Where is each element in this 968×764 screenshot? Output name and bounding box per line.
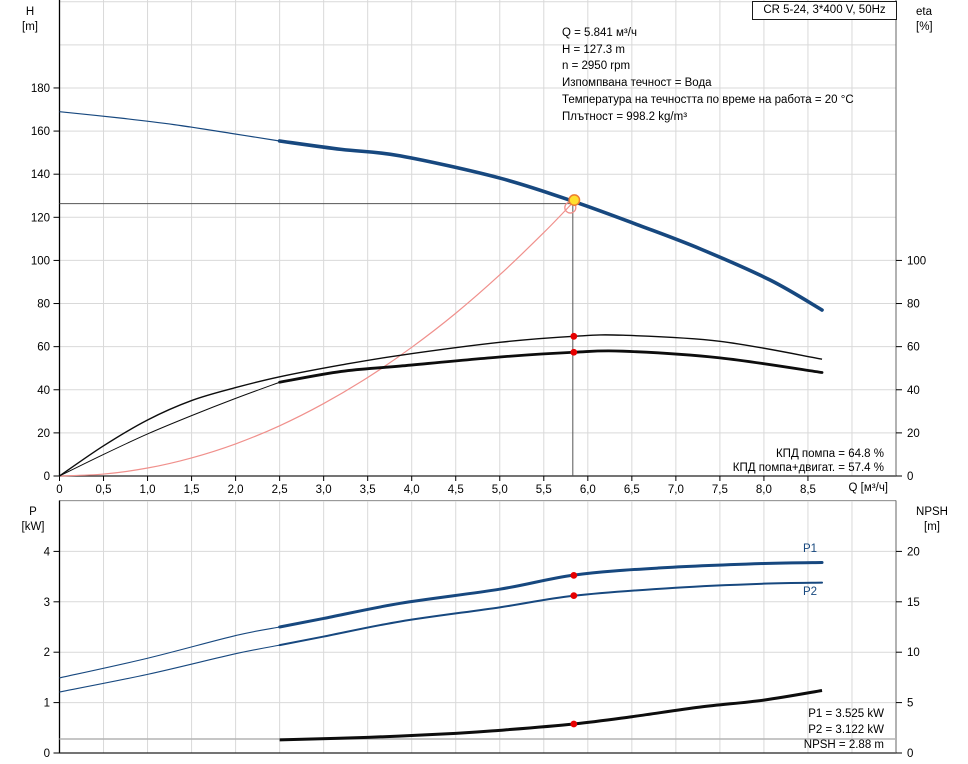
operating-point-line: Q = 5.841 м³/ч	[562, 27, 637, 39]
x-axis-tick-label: 6,5	[624, 484, 640, 496]
right-axis-title-npsh: NPSH [m]	[904, 505, 960, 535]
operating-point-line: H = 127.3 m	[562, 43, 625, 56]
right-axis-title-eta: eta [%]	[916, 5, 956, 35]
right-axis-tick-label: 15	[907, 597, 920, 609]
axis-title-npsh-unit: [m]	[924, 521, 940, 533]
right-axis-tick-label: 60	[907, 342, 920, 354]
p2-curve-thin	[59, 644, 280, 693]
right-axis-tick-label: 0	[907, 748, 913, 760]
operating-point-line: Плътност = 998.2 kg/m³	[562, 110, 688, 123]
operating-point-info: Q = 5.841 м³/ч H = 127.3 m n = 2950 rpm …	[562, 25, 854, 125]
x-axis-tick-label: 1,5	[184, 484, 200, 496]
pump-efficiency-dot	[570, 332, 578, 340]
x-axis-tick-label: 6,0	[580, 484, 596, 496]
left-axis-tick-label: 60	[37, 342, 50, 354]
axis-title-p: P	[29, 506, 37, 518]
p2-dot	[570, 592, 578, 600]
left-axis-tick-label: 80	[37, 299, 50, 311]
left-axis-tick-label: 2	[44, 647, 50, 659]
x-axis-tick-label: 5,5	[536, 484, 552, 496]
left-axis-tick-label: 120	[31, 212, 50, 224]
x-axis-tick-label: 8,5	[800, 484, 816, 496]
p1-value: P1 = 3.525 kW	[808, 708, 884, 720]
npsh-curve	[279, 689, 823, 742]
efficiency-values: КПД помпа = 64.8 % КПД помпа+двигат. = 5…	[733, 447, 884, 475]
p1-dot	[570, 571, 578, 579]
x-axis-tick-label: 7,5	[712, 484, 728, 496]
p1-curve-label: P1	[803, 543, 818, 555]
x-axis-tick-label: 4,5	[448, 484, 464, 496]
x-axis-tick-label: 3,0	[316, 484, 332, 496]
left-axis-title-p: P [kW]	[19, 505, 47, 535]
x-axis-tick-label: 7,0	[668, 484, 684, 496]
x-axis-tick-label: 2,0	[228, 484, 244, 496]
x-axis-tick-label: 0,5	[96, 484, 112, 496]
axis-title-eta-unit: [%]	[916, 21, 933, 33]
operating-point-line: Изпомпвана течност = Вода	[562, 77, 712, 90]
pump-efficiency-curve	[59, 334, 823, 477]
right-axis-tick-label: 5	[907, 698, 913, 710]
pump-motor-efficiency-curve-thin	[59, 381, 280, 477]
npsh-value: NPSH = 2.88 m	[803, 739, 884, 751]
p1-curve-thin	[59, 626, 280, 679]
x-axis-tick-label: 1,0	[140, 484, 156, 496]
right-axis-tick-label: 10	[907, 647, 920, 659]
right-axis-tick-label: 100	[907, 255, 926, 267]
npsh-dot	[570, 720, 578, 728]
left-axis-title-h: H [m]	[16, 5, 44, 35]
head-curve-thin	[59, 111, 280, 142]
axis-title-eta: eta	[916, 6, 932, 18]
left-axis-tick-label: 0	[44, 471, 50, 483]
left-axis-tick-label: 180	[31, 83, 50, 95]
axis-title-h-unit: [m]	[22, 21, 38, 33]
power-npsh-values: P1 = 3.525 kW P2 = 3.122 kW NPSH = 2.88 …	[804, 707, 884, 754]
left-axis-tick-label: 20	[37, 428, 50, 440]
x-axis-tick-label: 8,0	[756, 484, 772, 496]
pump-motor-efficiency-dot	[570, 348, 578, 356]
left-axis-tick-label: 0	[44, 748, 50, 760]
axis-title-npsh: NPSH	[916, 506, 948, 518]
right-axis-tick-label: 20	[907, 428, 920, 440]
left-axis-tick-label: 40	[37, 385, 50, 397]
p2-value: P2 = 3.122 kW	[808, 723, 884, 736]
operating-point-line: Температура на течността по време на раб…	[562, 93, 854, 106]
pump-motor-efficiency-curve	[278, 349, 824, 384]
p2-curve-label: P2	[803, 586, 818, 598]
left-axis-tick-label: 160	[31, 126, 50, 138]
pump-efficiency-value: КПД помпа = 64.8 %	[775, 448, 884, 460]
x-axis-tick-label: 2,5	[272, 484, 288, 496]
left-axis-tick-label: 140	[31, 169, 50, 181]
axis-title-h: H	[25, 6, 35, 18]
x-axis-tick-label: 4,0	[404, 484, 420, 496]
x-axis-title-q: Q [м³/ч]	[848, 482, 888, 494]
operating-point-line: n = 2950 rpm	[562, 60, 631, 73]
p2-curve	[278, 581, 824, 647]
right-axis-tick-label: 80	[907, 299, 920, 311]
left-axis-tick-label: 4	[44, 546, 51, 558]
x-axis-tick-label: 3,5	[360, 484, 376, 496]
pump-model-box[interactable]: CR 5-24, 3*400 V, 50Hz	[752, 1, 897, 20]
pump-motor-efficiency-value: КПД помпа+двигат. = 57.4 %	[732, 462, 884, 474]
right-axis-tick-label: 40	[907, 385, 920, 397]
right-axis-tick-label: 20	[907, 546, 920, 558]
p1-curve	[278, 560, 824, 629]
system-curve	[59, 201, 575, 477]
duty-point-marker[interactable]	[568, 194, 581, 207]
x-axis-tick-label: 5,0	[492, 484, 508, 496]
left-axis-tick-label: 100	[31, 255, 50, 267]
axis-title-p-unit: [kW]	[21, 521, 45, 533]
left-axis-tick-label: 1	[44, 698, 50, 710]
x-axis-tick-label: 0	[56, 484, 62, 496]
left-axis-tick-label: 3	[44, 597, 50, 609]
right-axis-tick-label: 0	[907, 471, 913, 483]
